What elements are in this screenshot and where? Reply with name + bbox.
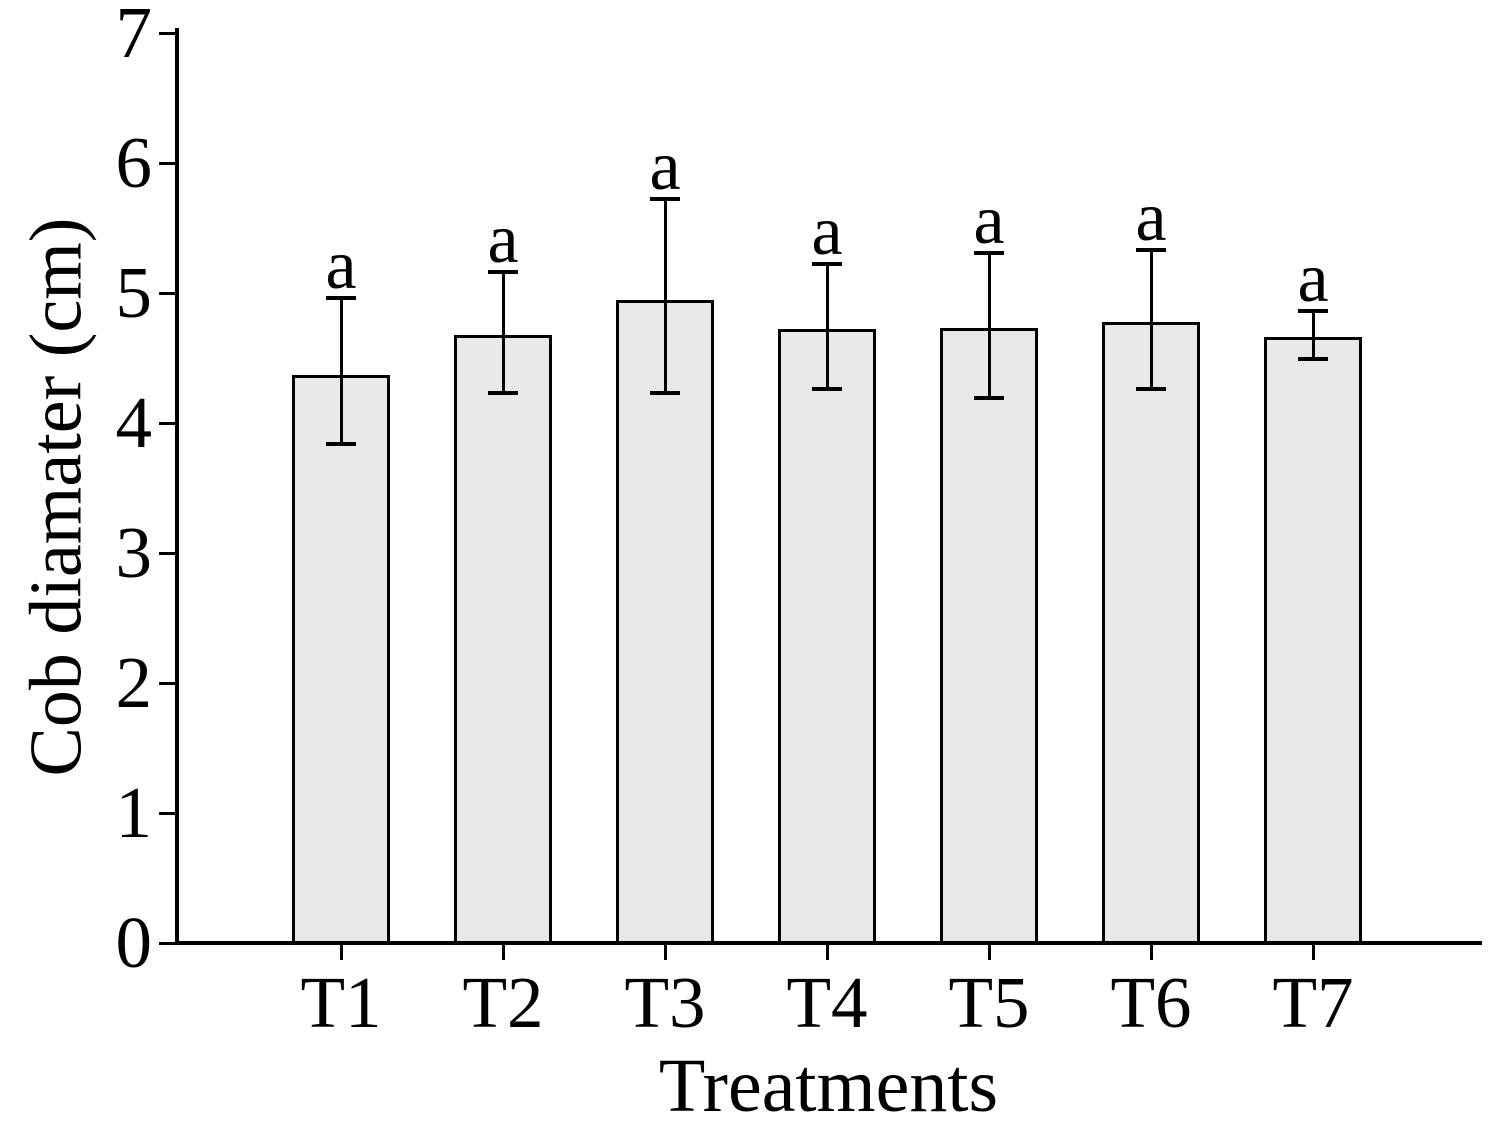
y-axis-tick <box>159 161 175 165</box>
bar-T1 <box>292 374 390 945</box>
x-axis-tick <box>663 945 667 960</box>
y-tick-label: 7 <box>115 0 153 73</box>
x-tick-label-T1: T1 <box>300 962 382 1043</box>
y-tick-label: 1 <box>115 772 153 853</box>
sig-letter: a <box>973 181 1005 259</box>
x-axis-tick <box>825 945 829 960</box>
error-whisker <box>987 252 991 399</box>
x-tick-label-T4: T4 <box>786 962 868 1043</box>
sig-letter: a <box>1297 240 1329 318</box>
y-axis-tick <box>159 421 175 425</box>
error-cap-top <box>650 197 680 202</box>
y-axis-tick <box>159 551 175 555</box>
error-cap-bottom <box>650 391 680 396</box>
error-cap-top <box>812 262 842 267</box>
bar-T3 <box>616 299 714 945</box>
x-axis-tick <box>501 945 505 960</box>
y-tick-label: 4 <box>115 382 153 463</box>
error-whisker <box>1311 311 1315 360</box>
x-tick-label-T7: T7 <box>1272 962 1354 1043</box>
x-axis-tick <box>987 945 991 960</box>
bar-T2 <box>454 334 552 945</box>
y-tick-label: 0 <box>115 902 153 983</box>
x-tick-label-T2: T2 <box>462 962 544 1043</box>
x-axis-line <box>175 941 1482 945</box>
sig-letter: a <box>811 193 843 271</box>
error-cap-top <box>974 250 1004 255</box>
error-whisker <box>339 298 343 444</box>
sig-letter: a <box>325 227 357 305</box>
bar-T5 <box>940 328 1038 945</box>
error-whisker <box>501 272 505 394</box>
x-tick-label-T6: T6 <box>1110 962 1192 1043</box>
error-cap-top <box>1298 309 1328 314</box>
y-axis-tick <box>159 291 175 295</box>
y-tick-label: 6 <box>115 122 153 203</box>
y-axis-tick <box>159 941 175 945</box>
error-cap-bottom <box>1136 387 1166 392</box>
bar-T6 <box>1102 321 1200 945</box>
error-cap-top <box>326 296 356 301</box>
y-axis-tick <box>159 681 175 685</box>
x-axis-tick <box>1311 945 1315 960</box>
y-tick-label: 2 <box>115 642 153 723</box>
error-cap-bottom <box>1298 357 1328 362</box>
x-tick-label-T3: T3 <box>624 962 706 1043</box>
y-tick-label: 5 <box>115 252 153 333</box>
bar-T4 <box>778 329 876 945</box>
y-tick-label: 3 <box>115 512 153 593</box>
x-tick-label-T5: T5 <box>948 962 1030 1043</box>
error-whisker <box>1149 250 1153 390</box>
y-axis-tick <box>159 31 175 35</box>
x-axis-title: Treatments <box>658 1044 999 1128</box>
error-whisker <box>825 264 829 390</box>
error-cap-bottom <box>326 441 356 446</box>
x-axis-tick <box>339 945 343 960</box>
error-cap-bottom <box>974 396 1004 401</box>
error-whisker <box>663 199 667 394</box>
bar-T7 <box>1264 337 1362 945</box>
error-cap-bottom <box>812 387 842 392</box>
sig-letter: a <box>1135 179 1167 257</box>
y-axis-tick <box>159 811 175 815</box>
error-cap-top <box>1136 248 1166 253</box>
error-cap-top <box>488 270 518 275</box>
error-cap-bottom <box>488 391 518 396</box>
x-axis-tick <box>1149 945 1153 960</box>
y-axis-line <box>175 28 179 945</box>
sig-letter: a <box>649 128 681 206</box>
sig-letter: a <box>487 201 519 279</box>
